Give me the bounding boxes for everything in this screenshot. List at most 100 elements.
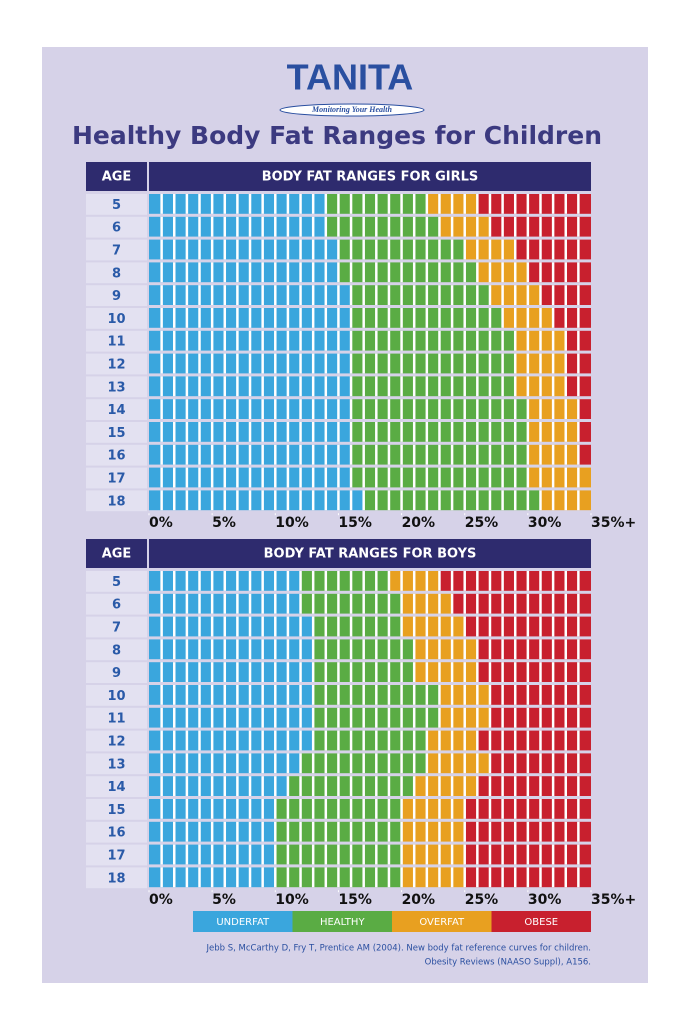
age-label: 11 <box>107 335 125 350</box>
segment <box>351 330 516 351</box>
segment <box>553 308 591 328</box>
x-tick-label: 10% <box>275 515 309 531</box>
age-label: 17 <box>107 849 125 864</box>
segment <box>313 730 427 751</box>
age-cell <box>86 662 147 683</box>
age-label: 9 <box>112 289 121 304</box>
segment <box>401 821 465 842</box>
age-label: 6 <box>112 598 121 613</box>
segment <box>414 662 478 682</box>
age-cell <box>86 490 147 512</box>
x-tick-label: 25% <box>465 892 499 908</box>
age-cell <box>86 776 147 797</box>
segment <box>477 776 591 796</box>
segment <box>401 616 465 637</box>
header-cell <box>86 162 147 191</box>
segment <box>338 262 478 283</box>
age-label: 5 <box>112 575 121 590</box>
legend-label: HEALTHY <box>320 917 366 928</box>
chart-title: BODY FAT RANGES FOR BOYS <box>264 547 477 562</box>
segment <box>477 639 591 660</box>
legend-label: OVERFAT <box>419 917 465 928</box>
age-cell <box>86 730 147 752</box>
age-cell <box>86 422 147 443</box>
age-label: 13 <box>107 757 125 772</box>
age-label: 12 <box>107 735 125 750</box>
segment <box>300 571 389 591</box>
segment <box>351 353 516 374</box>
segment <box>149 616 314 637</box>
segment <box>477 662 591 682</box>
age-cell <box>86 444 147 466</box>
segment <box>149 662 314 682</box>
age-label: 9 <box>112 666 121 681</box>
age-cell <box>86 753 147 775</box>
title: Healthy Body Fat Ranges for Children <box>72 121 602 150</box>
x-tick-label: 35%+ <box>591 515 636 531</box>
legend-label: OBESE <box>524 917 558 928</box>
age-label: 15 <box>107 803 125 818</box>
segment <box>578 399 591 419</box>
age-cell <box>86 239 147 261</box>
age-cell <box>86 799 147 820</box>
age-label: 18 <box>107 494 125 509</box>
legend-swatch <box>491 911 591 932</box>
x-tick-label: 10% <box>275 892 309 908</box>
age-label: 6 <box>112 221 121 236</box>
segment <box>426 753 490 774</box>
segment <box>401 867 465 888</box>
legend-swatch <box>392 911 492 932</box>
legend-swatch <box>292 911 392 932</box>
header-bar <box>149 539 591 568</box>
chart-title: BODY FAT RANGES FOR GIRLS <box>262 170 479 185</box>
x-tick-label: 0% <box>149 892 173 908</box>
segment <box>414 639 478 660</box>
age-cell <box>86 467 147 489</box>
x-tick-label: 5% <box>212 892 236 908</box>
segment <box>452 593 591 614</box>
segment <box>401 844 465 865</box>
header-bar <box>149 162 591 191</box>
age-cell <box>86 867 147 889</box>
x-tick-label: 5% <box>212 515 236 531</box>
age-label: 13 <box>107 380 125 395</box>
x-tick-label: 20% <box>402 892 436 908</box>
age-cell <box>86 285 147 306</box>
citation: Obesity Reviews (NAASO Suppl), A156. <box>425 958 591 968</box>
age-label: 14 <box>107 780 125 795</box>
age-cell <box>86 262 147 284</box>
age-label: 8 <box>112 266 121 281</box>
age-label: 12 <box>107 358 125 373</box>
segment <box>149 776 288 796</box>
segment <box>527 467 591 488</box>
legend-label: UNDERFAT <box>216 917 270 928</box>
x-tick-label: 35%+ <box>591 892 636 908</box>
segment <box>149 730 314 751</box>
segment <box>149 685 314 705</box>
age-cell <box>86 330 147 352</box>
segment <box>401 799 465 819</box>
segment <box>527 262 591 283</box>
age-cell <box>86 821 147 843</box>
segment <box>414 776 478 796</box>
segment <box>351 285 490 305</box>
legend-swatch <box>193 911 293 932</box>
header-cell <box>86 539 147 568</box>
x-tick-label: 20% <box>402 515 436 531</box>
segment <box>149 239 339 260</box>
age-label: 10 <box>107 689 125 704</box>
x-tick-label: 30% <box>528 892 562 908</box>
category-header: AGE <box>102 170 132 185</box>
age-label: 16 <box>107 826 125 841</box>
age-cell <box>86 353 147 375</box>
age-label: 8 <box>112 643 121 658</box>
age-cell <box>86 308 147 329</box>
age-cell <box>86 376 147 398</box>
age-cell <box>86 616 147 638</box>
x-tick-label: 25% <box>465 515 499 531</box>
age-label: 17 <box>107 472 125 487</box>
category-header: AGE <box>102 547 132 562</box>
segment <box>149 490 364 511</box>
segment <box>325 216 440 237</box>
